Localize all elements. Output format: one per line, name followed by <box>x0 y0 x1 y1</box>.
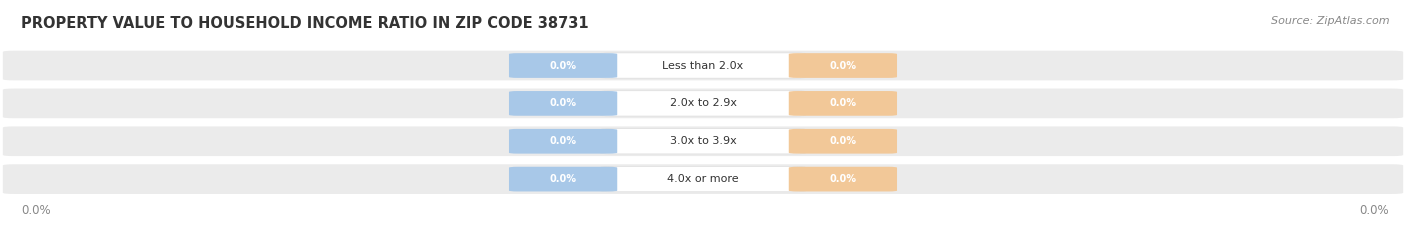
FancyBboxPatch shape <box>3 127 1403 156</box>
Text: 0.0%: 0.0% <box>830 174 856 184</box>
Text: 0.0%: 0.0% <box>550 61 576 71</box>
FancyBboxPatch shape <box>3 89 1403 118</box>
Text: 0.0%: 0.0% <box>830 136 856 146</box>
Text: 3.0x to 3.9x: 3.0x to 3.9x <box>669 136 737 146</box>
Text: PROPERTY VALUE TO HOUSEHOLD INCOME RATIO IN ZIP CODE 38731: PROPERTY VALUE TO HOUSEHOLD INCOME RATIO… <box>21 16 589 31</box>
Text: 0.0%: 0.0% <box>550 98 576 108</box>
FancyBboxPatch shape <box>509 53 617 78</box>
Text: Source: ZipAtlas.com: Source: ZipAtlas.com <box>1271 16 1389 26</box>
FancyBboxPatch shape <box>509 91 617 116</box>
FancyBboxPatch shape <box>600 53 806 78</box>
Text: 0.0%: 0.0% <box>830 98 856 108</box>
FancyBboxPatch shape <box>3 164 1403 194</box>
FancyBboxPatch shape <box>789 53 897 78</box>
FancyBboxPatch shape <box>789 129 897 154</box>
Text: 2.0x to 2.9x: 2.0x to 2.9x <box>669 98 737 108</box>
FancyBboxPatch shape <box>509 167 617 192</box>
Text: 0.0%: 0.0% <box>550 174 576 184</box>
FancyBboxPatch shape <box>600 91 806 116</box>
FancyBboxPatch shape <box>789 167 897 192</box>
Text: 0.0%: 0.0% <box>21 204 51 217</box>
Text: Less than 2.0x: Less than 2.0x <box>662 61 744 71</box>
Text: 0.0%: 0.0% <box>1360 204 1389 217</box>
FancyBboxPatch shape <box>600 129 806 154</box>
FancyBboxPatch shape <box>3 51 1403 80</box>
Text: 0.0%: 0.0% <box>550 136 576 146</box>
Text: 4.0x or more: 4.0x or more <box>668 174 738 184</box>
FancyBboxPatch shape <box>600 166 806 192</box>
FancyBboxPatch shape <box>789 91 897 116</box>
FancyBboxPatch shape <box>509 129 617 154</box>
Text: 0.0%: 0.0% <box>830 61 856 71</box>
